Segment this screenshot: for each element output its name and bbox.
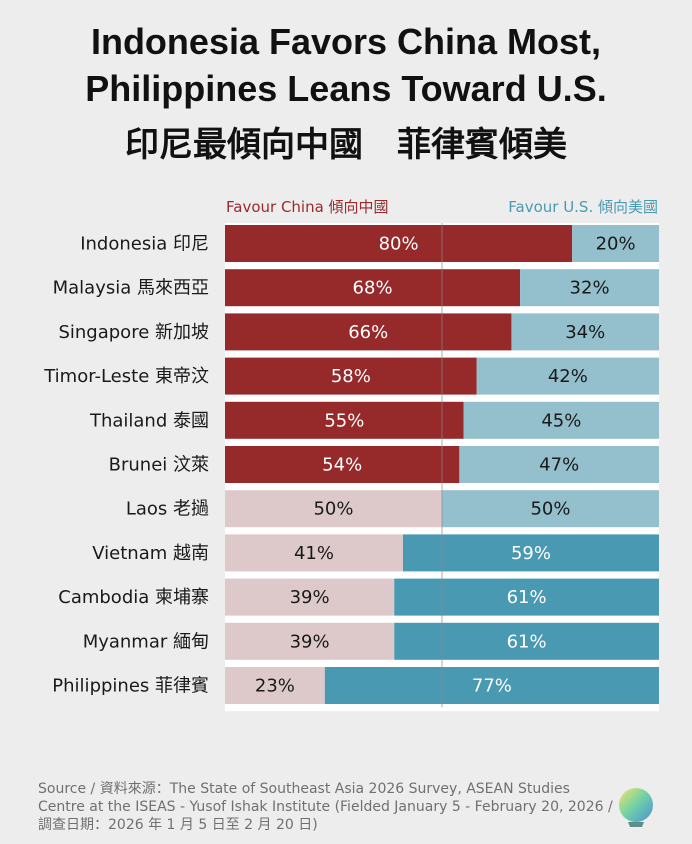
bar-china — [225, 490, 442, 528]
category-label: Indonesia 印尼 — [80, 234, 209, 255]
bar-us — [324, 667, 659, 704]
data-label-china: 58% — [331, 366, 371, 387]
bar-china — [225, 534, 403, 572]
chart-title-line-1: Indonesia Favors China Most, — [90, 21, 602, 62]
bar-china — [225, 446, 460, 483]
bar-us — [520, 269, 659, 307]
chart-title-line-2: Philippines Leans Toward U.S. — [85, 68, 607, 109]
category-label: Philippines 菲律賓 — [52, 676, 209, 697]
data-label-china: 80% — [379, 234, 419, 255]
bar-us — [511, 313, 659, 351]
data-label-china: 50% — [313, 499, 353, 520]
bar-us — [463, 401, 659, 439]
bar-us — [476, 357, 659, 395]
data-label-china: 55% — [324, 410, 364, 431]
data-label-us: 47% — [539, 455, 579, 476]
bar-china — [225, 357, 477, 395]
bar-us — [442, 490, 659, 528]
data-label-china: 68% — [353, 278, 393, 299]
category-label: Thailand 泰國 — [89, 410, 209, 431]
legend-china: Favour China 傾向中國 — [226, 198, 389, 216]
data-label-us: 32% — [570, 278, 610, 299]
legend-us: Favour U.S. 傾向美國 — [508, 198, 658, 216]
data-label-us: 77% — [472, 676, 512, 697]
bar-us — [572, 225, 659, 262]
data-label-us: 61% — [507, 587, 547, 608]
bar-us — [394, 622, 659, 660]
data-label-china: 66% — [348, 322, 388, 343]
bar-us — [394, 578, 659, 616]
bar-china — [225, 578, 395, 616]
bar-china — [225, 225, 573, 262]
data-label-china: 39% — [290, 587, 330, 608]
data-label-china: 23% — [255, 676, 295, 697]
data-label-china: 54% — [322, 455, 362, 476]
category-label: Myanmar 緬甸 — [83, 631, 209, 652]
data-label-us: 20% — [596, 234, 636, 255]
category-label: Malaysia 馬來西亞 — [53, 278, 209, 299]
data-label-us: 61% — [507, 631, 547, 652]
bar-us — [402, 534, 659, 572]
data-label-us: 45% — [541, 410, 581, 431]
bar-china — [225, 401, 464, 439]
category-label: Singapore 新加坡 — [58, 322, 209, 343]
bar-china — [225, 622, 395, 660]
data-label-us: 59% — [511, 543, 551, 564]
category-label: Vietnam 越南 — [92, 543, 209, 564]
category-label: Timor-Leste 東帝汶 — [43, 366, 209, 387]
source-note: Source / 資料來源：The State of Southeast Asi… — [38, 781, 613, 833]
bar-us — [459, 446, 659, 483]
bar-china — [225, 269, 521, 307]
data-label-us: 42% — [548, 366, 588, 387]
data-label-china: 39% — [290, 631, 330, 652]
data-label-us: 50% — [530, 499, 570, 520]
category-label: Brunei 汶萊 — [109, 455, 209, 476]
logo-icon — [619, 788, 653, 827]
bar-china — [225, 313, 512, 351]
category-label: Laos 老撾 — [126, 499, 209, 520]
data-label-us: 34% — [565, 322, 605, 343]
data-label-china: 41% — [294, 543, 334, 564]
category-label: Cambodia 柬埔寨 — [58, 587, 209, 608]
chart-title-line-3: 印尼最傾向中國 菲律賓傾美 — [125, 125, 567, 165]
bar-china — [225, 667, 325, 704]
